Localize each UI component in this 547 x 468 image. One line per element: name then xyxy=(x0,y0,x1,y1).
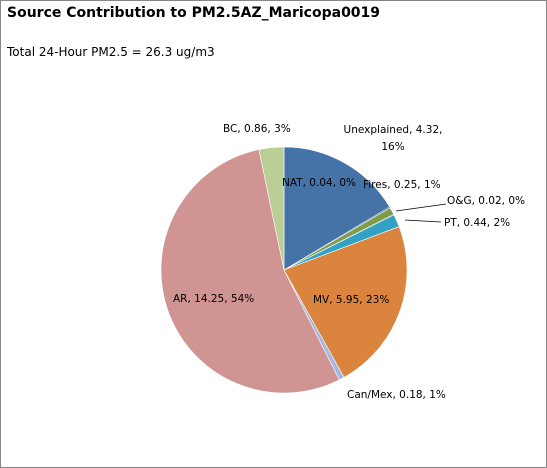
chart-title: Source Contribution to PM2.5AZ_Maricopa0… xyxy=(7,5,381,21)
data-label-mv: MV, 5.95, 23% xyxy=(313,294,389,306)
data-label-can-mex: Can/Mex, 0.18, 1% xyxy=(347,389,446,401)
data-label-pt: PT, 0.44, 2% xyxy=(444,217,510,229)
data-label-ar: AR, 14.25, 54% xyxy=(173,293,254,305)
data-label-unexplained: Unexplained, 4.32, 16% xyxy=(344,124,443,153)
leader-line-pt xyxy=(404,219,442,223)
data-label-nat: NAT, 0.04, 0% xyxy=(282,177,356,189)
data-label-bc: BC, 0.86, 3% xyxy=(223,123,291,135)
chart-subtitle: Total 24-Hour PM2.5 = 26.3 ug/m3 xyxy=(7,45,215,59)
pie-slice-unexplained xyxy=(283,146,390,271)
pie-slice-mv xyxy=(283,226,408,378)
pie-slice-bc xyxy=(258,146,285,271)
leader-line-og xyxy=(395,203,447,212)
data-label-o-g: O&G, 0.02, 0% xyxy=(447,195,525,207)
data-label-fires: Fires, 0.25, 1% xyxy=(363,179,441,191)
pie-slice-ar xyxy=(160,149,340,394)
